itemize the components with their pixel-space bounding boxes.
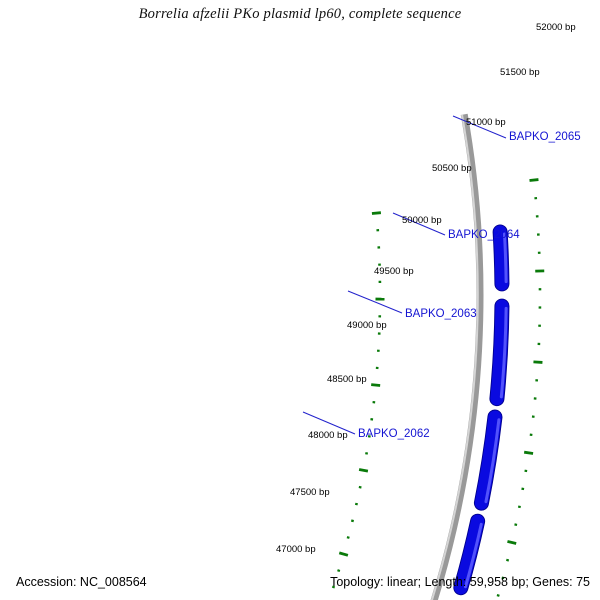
tick-label: 49000 bp — [347, 320, 387, 331]
tick-label: 47500 bp — [290, 487, 330, 498]
tick-label: 50000 bp — [402, 215, 442, 226]
outer-tick-arc — [496, 178, 545, 597]
leader-line — [452, 115, 507, 139]
gene-bar[interactable] — [489, 298, 510, 407]
tick-label: 49500 bp — [374, 266, 414, 277]
gene-label-bapko_2065[interactable]: BAPKO_2065 — [509, 131, 581, 143]
gene-bar[interactable] — [473, 409, 503, 511]
tick-label: 51500 bp — [500, 67, 540, 78]
gene-label-bapko_2064[interactable]: BAPKO_2064 — [448, 229, 520, 241]
accession-text: Accession: NC_008564 — [16, 575, 147, 589]
gene-label-bapko_2063[interactable]: BAPKO_2063 — [405, 308, 477, 320]
tick-label: 47000 bp — [276, 544, 316, 555]
gene-label-bapko_2062[interactable]: BAPKO_2062 — [358, 428, 430, 440]
tick-label: 51000 bp — [466, 117, 506, 128]
leader-line — [347, 290, 403, 314]
gene-label-leader-lines — [302, 115, 507, 435]
tick-label: 48000 bp — [308, 430, 348, 441]
topology-text: Topology: linear; Length: 59,958 bp; Gen… — [330, 575, 590, 589]
leader-line — [302, 411, 356, 435]
tick-label: 48500 bp — [327, 374, 367, 385]
gene-features[interactable] — [346, 224, 510, 600]
inner-tick-arc — [331, 211, 385, 589]
page-title: Borrelia afzelii PKo plasmid lp60, compl… — [138, 6, 462, 22]
tick-label: 52000 bp — [536, 22, 576, 33]
status-bar: Accession: NC_008564 Topology: linear; L… — [0, 575, 600, 593]
gene-bar[interactable] — [492, 224, 510, 292]
genome-backbone-arc — [430, 113, 484, 600]
tick-label: 50500 bp — [432, 163, 472, 174]
leader-line — [392, 212, 446, 236]
gene-bar[interactable] — [453, 513, 486, 596]
